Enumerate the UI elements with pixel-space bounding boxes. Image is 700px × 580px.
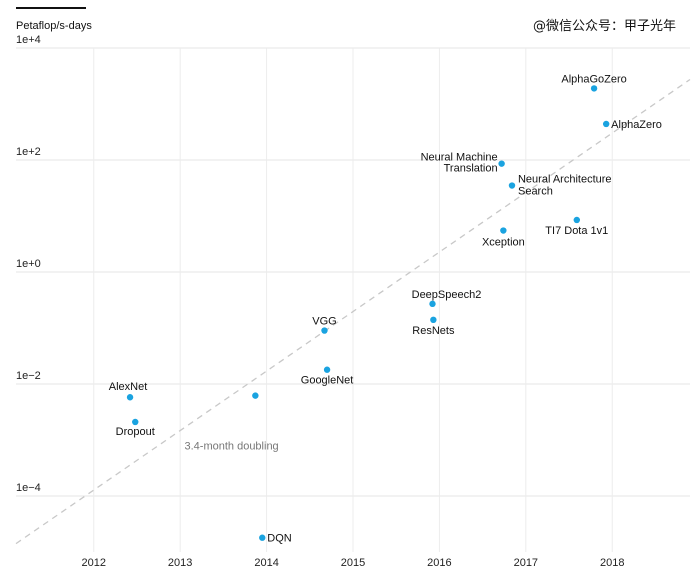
data-point xyxy=(430,316,437,324)
data-label: AlphaGoZero xyxy=(561,73,626,85)
trend-line-label: 3.4-month doubling xyxy=(185,440,279,452)
x-tick-label: 2015 xyxy=(341,557,365,569)
y-tick-label: 1e+4 xyxy=(16,34,41,46)
data-label: Neural Architecture Search xyxy=(518,174,612,198)
data-points xyxy=(126,85,610,541)
x-tick-label: 2014 xyxy=(254,557,278,569)
data-point xyxy=(252,392,259,399)
x-tick-label: 2017 xyxy=(514,557,538,569)
data-label: TI7 Dota 1v1 xyxy=(545,225,608,237)
data-label: ResNets xyxy=(412,325,455,337)
data-label: AlphaZero xyxy=(611,119,662,131)
y-tick-label: 1e+2 xyxy=(16,146,41,158)
data-label: Xception xyxy=(482,237,525,249)
trend-line: 3.4-month doubling xyxy=(15,78,691,545)
data-label: Dropout xyxy=(116,426,155,438)
data-point xyxy=(573,216,581,224)
y-tick-label: 1e−4 xyxy=(16,482,41,494)
data-point xyxy=(259,534,266,541)
data-point xyxy=(321,327,328,334)
data-point xyxy=(590,85,598,92)
data-label: Neural Machine Translation xyxy=(421,152,498,175)
watermark: @微信公众号：甲子光年 xyxy=(533,19,676,34)
data-label: VGG xyxy=(312,316,336,328)
y-tick-label: 1e−2 xyxy=(16,370,41,382)
data-labels: AlexNet Dropout DQN VGG GoogleNet DeepSpeech2… xyxy=(109,73,662,544)
trend-line-path xyxy=(15,78,691,545)
data-point xyxy=(429,300,436,308)
x-tick-label: 2016 xyxy=(427,557,451,569)
x-tick-label: 2012 xyxy=(82,557,106,569)
data-point xyxy=(500,227,507,234)
x-tick-label: 2018 xyxy=(600,557,624,569)
y-axis-label: Petaflop/s-days xyxy=(16,20,92,32)
data-label: AlexNet xyxy=(109,381,148,393)
grid: 1e+4 1e+2 1e+0 1e−2 1e−4 2012 2013 2014 2015 2016… xyxy=(16,34,690,569)
data-point xyxy=(132,418,139,426)
data-point xyxy=(602,120,610,128)
data-point xyxy=(126,394,134,401)
data-point xyxy=(508,182,516,189)
y-tick-label: 1e+0 xyxy=(16,258,41,270)
data-point xyxy=(498,160,505,167)
data-label: GoogleNet xyxy=(301,375,354,387)
data-label: DQN xyxy=(267,533,292,545)
x-tick-label: 2013 xyxy=(168,557,192,569)
data-label: DeepSpeech2 xyxy=(412,289,482,301)
data-point xyxy=(323,366,331,373)
